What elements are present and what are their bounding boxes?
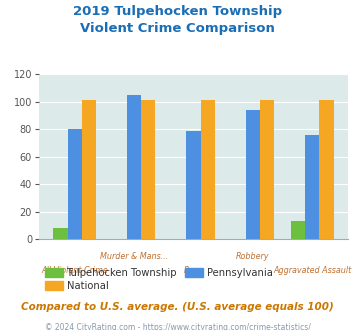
Text: Rape: Rape [183,266,204,275]
Bar [141,100,155,239]
Bar [127,95,141,239]
Bar [201,100,215,239]
Text: All Violent Crime: All Violent Crime [41,266,108,275]
Bar [82,100,96,239]
Bar [67,129,82,239]
Bar [186,131,201,239]
Text: 2019 Tulpehocken Township
Violent Crime Comparison: 2019 Tulpehocken Township Violent Crime … [73,5,282,35]
Text: Compared to U.S. average. (U.S. average equals 100): Compared to U.S. average. (U.S. average … [21,302,334,312]
Text: Robbery: Robbery [236,252,269,261]
Legend: Tulpehocken Township, National, Pennsylvania: Tulpehocken Township, National, Pennsylv… [40,264,277,295]
Text: Aggravated Assault: Aggravated Assault [273,266,351,275]
Bar [305,135,320,239]
Bar [53,228,67,239]
Bar [291,221,305,239]
Text: Murder & Mans...: Murder & Mans... [100,252,168,261]
Bar [260,100,274,239]
Bar [320,100,334,239]
Bar [246,110,260,239]
Text: © 2024 CityRating.com - https://www.cityrating.com/crime-statistics/: © 2024 CityRating.com - https://www.city… [45,323,310,330]
